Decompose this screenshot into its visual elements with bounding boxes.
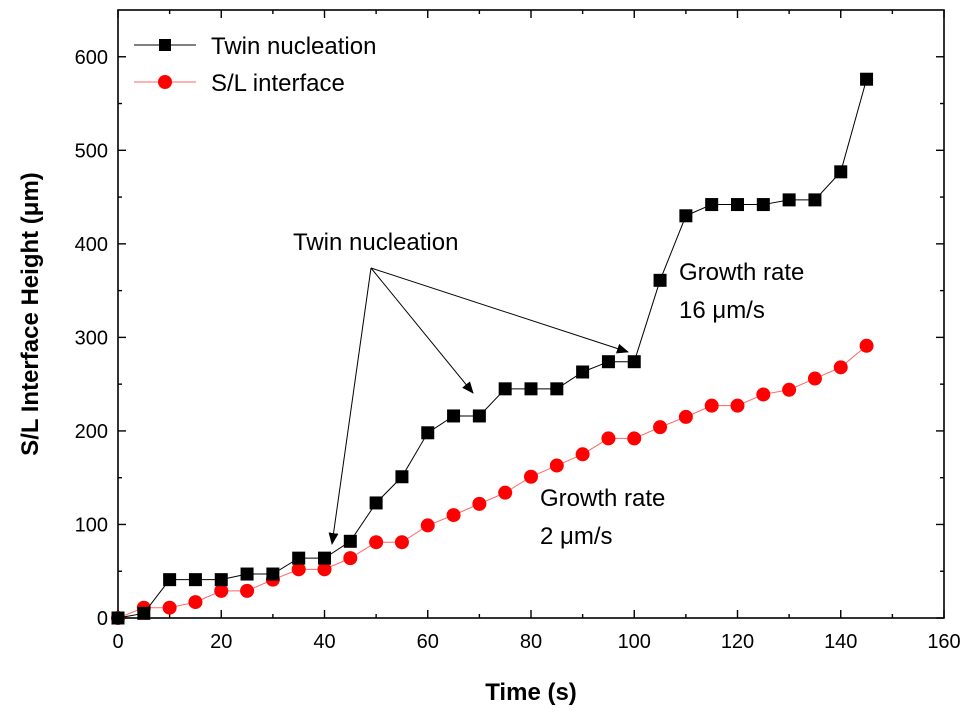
y-tick-label: 300 [75, 327, 108, 349]
data-point [266, 567, 280, 581]
data-point [447, 409, 461, 423]
data-point [318, 551, 331, 565]
data-point [834, 165, 848, 179]
legend-marker-sl [158, 75, 172, 89]
legend-label-sl: S/L interface [211, 70, 345, 97]
annotation-growth-rate-2-line2: 2 μm/s [540, 523, 613, 550]
data-point [472, 496, 487, 511]
data-point [705, 198, 719, 212]
data-point [343, 551, 358, 566]
x-tick-label: 0 [112, 631, 123, 653]
data-point [808, 193, 822, 207]
data-point [756, 198, 770, 212]
data-point [704, 398, 719, 413]
data-point [292, 551, 306, 565]
data-point [369, 535, 384, 550]
x-tick-label: 140 [824, 631, 857, 653]
data-point [601, 431, 616, 446]
data-point [576, 365, 590, 379]
data-point [756, 387, 771, 402]
data-point [188, 595, 203, 610]
y-tick-label: 400 [75, 234, 108, 256]
data-point [163, 573, 177, 587]
series-sl-interface [111, 338, 874, 625]
annotation-arrows [328, 267, 629, 545]
data-point [678, 409, 693, 424]
x-tick-label: 100 [618, 631, 651, 653]
series-line [117, 79, 868, 619]
annotation-growth-rate-2-line1: Growth rate [540, 485, 665, 512]
series-twin-nucleation [111, 72, 874, 625]
data-point [472, 409, 486, 423]
data-point [653, 420, 668, 435]
data-point [550, 382, 564, 396]
data-point [524, 469, 538, 484]
data-point [291, 562, 306, 577]
x-tick-label: 160 [927, 631, 960, 653]
annotation-growth-rate-16-line2: 16 μm/s [679, 297, 765, 324]
data-point [601, 355, 615, 369]
data-point [549, 458, 564, 473]
x-tick-label: 120 [721, 631, 754, 653]
data-point [369, 496, 383, 510]
y-tick-label: 500 [75, 140, 108, 162]
data-point [731, 198, 744, 212]
data-point [394, 535, 409, 550]
data-point [343, 534, 357, 548]
y-tick-label: 600 [75, 47, 108, 69]
data-point [807, 371, 822, 386]
data-point [111, 611, 125, 625]
arrow-to-twin-100s [370, 267, 629, 354]
data-point [498, 382, 512, 396]
data-point [446, 508, 461, 523]
data-point [188, 573, 202, 587]
data-point [214, 583, 229, 598]
data-point [240, 567, 254, 581]
data-point [627, 355, 641, 369]
data-point [395, 470, 409, 484]
data-point [214, 573, 228, 587]
x-tick-label: 20 [210, 631, 232, 653]
data-point [420, 518, 435, 533]
series-line [117, 345, 867, 619]
tick-labels: 0 20 40 60 80 100 120 140 160 0 100 200 300 400 500 600 [75, 47, 961, 653]
data-point [137, 606, 151, 620]
legend: Twin nucleation S/L interface [134, 33, 376, 97]
data-point [162, 600, 177, 615]
legend-marker-twin [159, 39, 171, 51]
y-tick-label: 0 [97, 608, 108, 630]
data-point [782, 382, 797, 397]
y-axis-title: S/L Interface Height (μm) [17, 172, 44, 456]
data-point [833, 360, 848, 375]
plot-area-frame [117, 9, 945, 619]
data-point [575, 447, 590, 462]
data-point [679, 209, 693, 223]
data-point [240, 583, 255, 598]
annotation-twin-nucleation: Twin nucleation [293, 229, 458, 256]
data-point [860, 72, 874, 86]
axis-ticks [117, 10, 945, 619]
legend-label-twin: Twin nucleation [211, 33, 376, 60]
data-point [421, 426, 435, 440]
data-point [627, 431, 642, 446]
arrow-to-twin-70s [370, 267, 474, 394]
data-point [653, 273, 667, 287]
data-point [782, 193, 796, 207]
x-tick-label: 60 [417, 631, 439, 653]
y-tick-label: 100 [75, 514, 108, 536]
y-tick-label: 200 [75, 421, 108, 443]
x-tick-label: 40 [313, 631, 335, 653]
arrow-to-twin-40s [328, 267, 372, 545]
data-point [859, 338, 874, 353]
x-tick-label: 80 [520, 631, 542, 653]
data-point [730, 398, 745, 413]
x-axis-title: Time (s) [485, 679, 577, 706]
annotation-growth-rate-16-line1: Growth rate [679, 259, 804, 286]
data-point [498, 485, 513, 500]
series-layer [111, 72, 874, 625]
data-point [317, 562, 332, 577]
data-point [524, 382, 538, 396]
